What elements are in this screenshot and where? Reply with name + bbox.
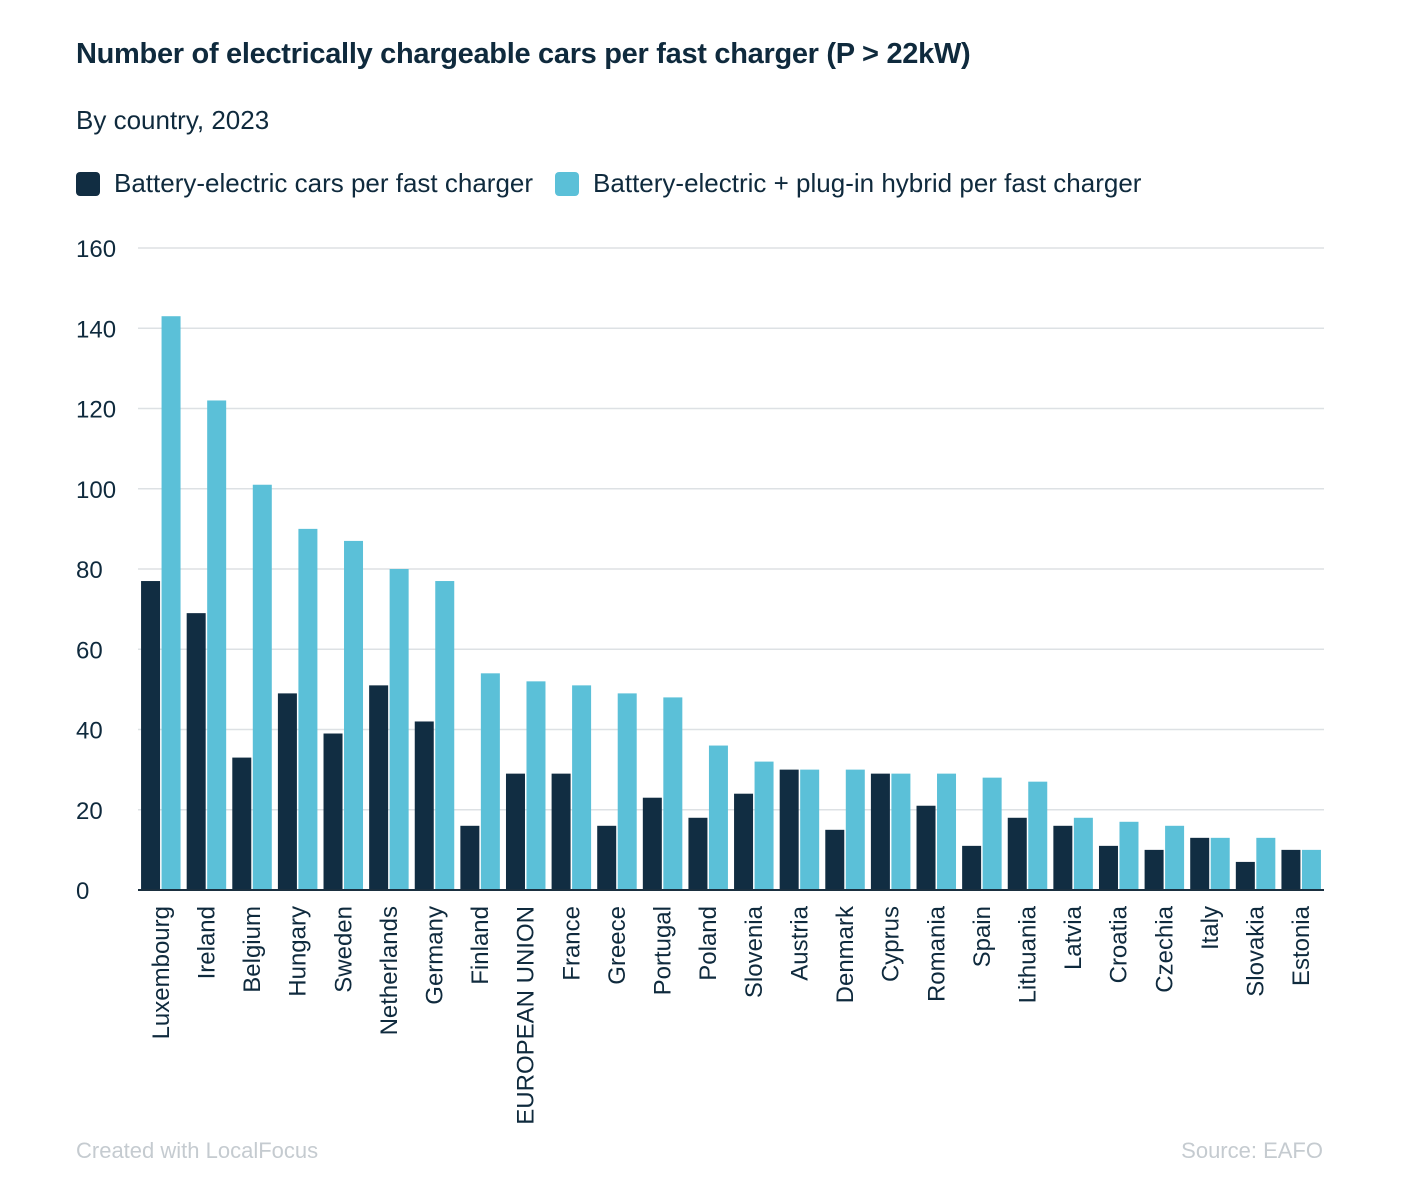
x-tick-label: Slovakia (1243, 905, 1270, 996)
y-tick-label: 100 (76, 477, 116, 504)
x-tick-label: Slovenia (741, 905, 768, 998)
bar-bev (460, 825, 480, 890)
bar-phev (891, 773, 911, 890)
bar-phev (344, 540, 364, 890)
bar-phev (252, 484, 272, 890)
bar-phev (1301, 849, 1321, 890)
bar-phev (389, 569, 409, 890)
bar-phev (708, 745, 728, 890)
bar-bev (505, 773, 525, 890)
bar-phev (617, 693, 637, 890)
x-tick-label: Greece (604, 906, 631, 985)
x-tick-label: Sweden (330, 906, 357, 993)
x-tick-label: Lithuania (1015, 905, 1042, 1003)
bar-phev (435, 581, 455, 890)
bar-phev (1256, 837, 1276, 890)
bar-bev (1144, 849, 1164, 890)
x-tick-label: Luxembourg (148, 906, 175, 1039)
footer-source: Source: EAFO (1181, 1138, 1323, 1163)
x-tick-label: Denmark (832, 905, 859, 1003)
bar-bev (870, 773, 890, 890)
bar-bev (734, 793, 754, 890)
x-tick-label: France (558, 906, 585, 981)
x-tick-label: Spain (969, 906, 996, 967)
bar-phev (207, 400, 227, 890)
x-tick-label: Ireland (193, 906, 220, 979)
bar-bev (1281, 849, 1301, 890)
bar-phev (161, 316, 181, 890)
bar-bev (232, 757, 252, 890)
bar-bev (277, 693, 297, 890)
x-tick-label: Austria (786, 905, 813, 980)
x-tick-label: Hungary (285, 906, 312, 997)
bar-bev (551, 773, 571, 890)
bar-bev (962, 845, 982, 890)
legend-swatch-bev (76, 171, 100, 196)
x-tick-label: Portugal (650, 906, 677, 995)
bar-phev (526, 681, 546, 890)
x-tick-label: Belgium (239, 906, 266, 993)
x-tick-label: Czechia (1151, 905, 1178, 992)
bar-bev (186, 613, 206, 890)
chart-subtitle: By country, 2023 (76, 105, 270, 135)
legend-item-bev[interactable]: Battery-electric cars per fast charger (76, 168, 533, 199)
x-tick-label: Germany (422, 906, 449, 1005)
bar-bev (369, 685, 389, 890)
y-tick-label: 120 (76, 397, 116, 424)
bar-phev (845, 769, 865, 890)
bar-bev (1190, 837, 1210, 890)
bar-bev (779, 769, 799, 890)
x-tick-label: Italy (1197, 906, 1224, 950)
bar-phev (298, 528, 318, 890)
bar-phev (800, 769, 820, 890)
bar-phev (937, 773, 957, 890)
bar-phev (982, 777, 1002, 890)
legend-item-phev[interactable]: Battery-electric + plug-in hybrid per fa… (555, 168, 1141, 199)
y-tick-label: 140 (76, 316, 116, 343)
bar-phev (1119, 821, 1139, 890)
x-tick-label: Finland (467, 906, 494, 985)
bar-phev (1210, 837, 1230, 890)
bar-bev (916, 805, 936, 890)
y-tick-label: 20 (76, 798, 103, 825)
x-tick-label: Latvia (1060, 905, 1087, 970)
footer-credit[interactable]: Created with LocalFocus (76, 1138, 319, 1163)
bar-bev (1007, 817, 1027, 890)
x-tick-label: Netherlands (376, 906, 403, 1035)
legend-label-bev: Battery-electric cars per fast charger (114, 168, 534, 198)
x-tick-label: Romania (923, 905, 950, 1002)
x-tick-label: Estonia (1288, 905, 1315, 986)
bar-phev (663, 697, 683, 890)
chart-legend: Battery-electric cars per fast charger B… (76, 168, 1163, 199)
x-tick-label: Croatia (1106, 905, 1133, 983)
y-tick-label: 80 (76, 557, 103, 584)
bar-bev (825, 829, 845, 890)
y-tick-label: 60 (76, 637, 103, 664)
x-tick-label: Poland (695, 906, 722, 981)
bar-bev (141, 581, 161, 890)
bar-phev (480, 673, 500, 890)
y-tick-label: 0 (76, 878, 89, 905)
y-tick-label: 40 (76, 718, 103, 745)
bar-phev (1165, 825, 1185, 890)
x-tick-label: EUROPEAN UNION (513, 906, 540, 1125)
bar-phev (754, 761, 774, 890)
legend-label-phev: Battery-electric + plug-in hybrid per fa… (593, 168, 1142, 198)
bar-phev (1028, 781, 1048, 890)
bar-bev (688, 817, 708, 890)
x-tick-label: Cyprus (878, 906, 905, 982)
bar-bev (597, 825, 617, 890)
bar-phev (1073, 817, 1093, 890)
chart-title: Number of electrically chargeable cars p… (76, 38, 971, 70)
bar-bev (323, 733, 343, 890)
bar-bev (642, 797, 662, 890)
bar-bev (414, 721, 434, 890)
legend-swatch-phev (555, 171, 580, 196)
bar-bev (1053, 825, 1073, 890)
bar-bev (1098, 845, 1118, 890)
y-tick-label: 160 (76, 236, 116, 263)
bar-phev (572, 685, 592, 890)
bar-bev (1235, 861, 1255, 890)
